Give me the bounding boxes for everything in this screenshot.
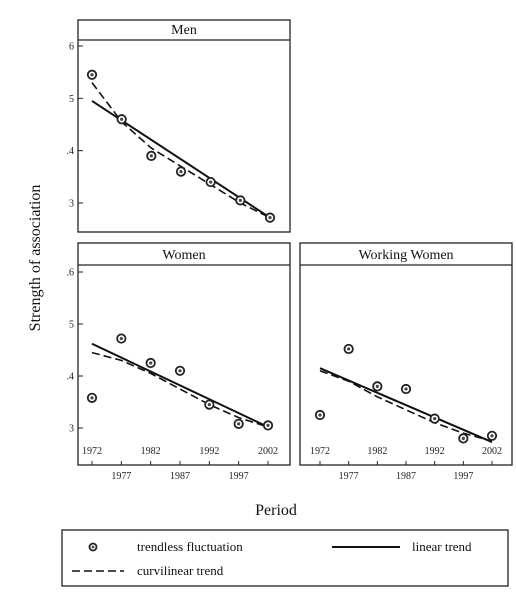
panel-men-data-point-center-5 — [238, 198, 242, 202]
panel-working-women-data-point-center-2 — [375, 384, 379, 388]
legend-linear-label: linear trend — [412, 539, 472, 554]
panel-women-curvilinear-trend-line — [91, 351, 269, 428]
panel-men-y-tick-label-1: .4 — [67, 146, 75, 157]
panel-working-women-linear-trend-line — [319, 367, 493, 443]
panel-women: Women 3 .4 5 .6 1972 1982 1992 2002 1977 1987 1997 — [67, 242, 291, 483]
panel-working-women-x-tick-label-bottom-2: 1997 — [453, 471, 473, 482]
panel-women-linear-trend-line — [91, 342, 269, 428]
panel-men-data-point-center-1 — [120, 117, 124, 121]
panel-working-women-frame — [299, 242, 513, 466]
panel-working-women-x-tick-label-bottom-1: 1987 — [396, 471, 416, 482]
panel-women-x-tick-label-top-1: 1982 — [141, 446, 161, 457]
panel-working-women-data-point-center-5 — [461, 436, 465, 440]
panel-women-data-point-center-1 — [119, 336, 123, 341]
panel-working-women-title: Working Women — [358, 248, 453, 263]
panel-women-data-point-center-6 — [266, 423, 270, 427]
panel-women-y-tick-label-2: 5 — [69, 320, 74, 331]
panel-men-data-point-center-3 — [179, 170, 183, 174]
panel-men-y-tick-label-2: 5 — [69, 94, 74, 105]
panel-working-women-data-point-center-3 — [404, 387, 408, 391]
panel-women-data-point-center-2 — [149, 361, 153, 365]
panel-men-data-point-center-0 — [90, 73, 94, 77]
panel-working-women-x-tick-label-top-1: 1982 — [367, 446, 387, 457]
panel-men-frame — [77, 19, 291, 233]
panel-men-y-tick-label-0: 3 — [69, 199, 74, 210]
panel-working-women-plot: 1972 1982 1992 2002 1977 1987 1997 — [310, 343, 502, 482]
panel-working-women-curvilinear-trend-line — [319, 370, 493, 442]
panel-women-x-tick-label-top-3: 2002 — [258, 446, 278, 457]
legend-frame — [61, 529, 509, 587]
panel-women-x-tick-label-top-0: 1972 — [82, 446, 102, 457]
panel-women-x-tick-label-bottom-1: 1987 — [170, 471, 190, 482]
legend-point-marker-center — [91, 545, 95, 549]
panel-working-women-data-point-center-6 — [490, 434, 494, 438]
panel-women-data-point-center-3 — [178, 369, 182, 373]
panel-women-x-tick-label-bottom-0: 1977 — [111, 471, 131, 482]
x-axis-title: Period — [255, 502, 297, 519]
panel-working-women-data-point-center-4 — [433, 417, 437, 421]
panel-women-data-point-center-5 — [237, 422, 241, 426]
legend-point-label: trendless fluctuation — [137, 539, 243, 554]
y-axis-title: Strength of association — [27, 185, 44, 332]
legend-curvilinear-label: curvilinear trend — [137, 563, 224, 578]
panel-working-women-x-tick-label-top-3: 2002 — [482, 446, 502, 457]
panel-women-data-point-center-4 — [207, 403, 211, 407]
panel-working-women-x-tick-label-top-0: 1972 — [310, 446, 330, 457]
panel-women-y-tick-label-0: 3 — [69, 424, 74, 435]
panel-women-x-tick-label-top-2: 1992 — [199, 446, 219, 457]
panel-women-data-point-center-0 — [90, 396, 94, 400]
panel-men-plot: 3 .4 5 6 — [67, 42, 276, 223]
panel-working-women-data-point-center-0 — [318, 413, 322, 417]
panel-women-x-tick-label-bottom-2: 1997 — [229, 471, 249, 482]
panel-women-plot: 3 .4 5 .6 1972 1982 1992 2002 1977 1987 1997 — [67, 268, 279, 483]
panel-working-women-x-tick-label-top-2: 1992 — [425, 446, 445, 457]
panel-men-title: Men — [171, 23, 197, 38]
panel-women-y-tick-label-3: .6 — [67, 268, 75, 279]
panel-women-frame — [77, 242, 291, 466]
legend: trendless fluctuation linear trend curvi… — [61, 529, 509, 587]
panel-men-data-point-center-4 — [209, 180, 213, 184]
panel-women-title: Women — [162, 248, 205, 263]
panel-working-women-data-point-center-1 — [347, 347, 351, 351]
panel-women-y-tick-label-1: .4 — [67, 372, 75, 383]
panel-men-data-point-center-2 — [149, 154, 153, 158]
panel-working-women-x-tick-label-bottom-0: 1977 — [339, 471, 359, 482]
panel-men-data-point-center-6 — [268, 216, 272, 220]
panel-men-y-tick-label-3: 6 — [69, 42, 74, 53]
panel-men: Men 3 .4 5 6 — [67, 19, 291, 233]
